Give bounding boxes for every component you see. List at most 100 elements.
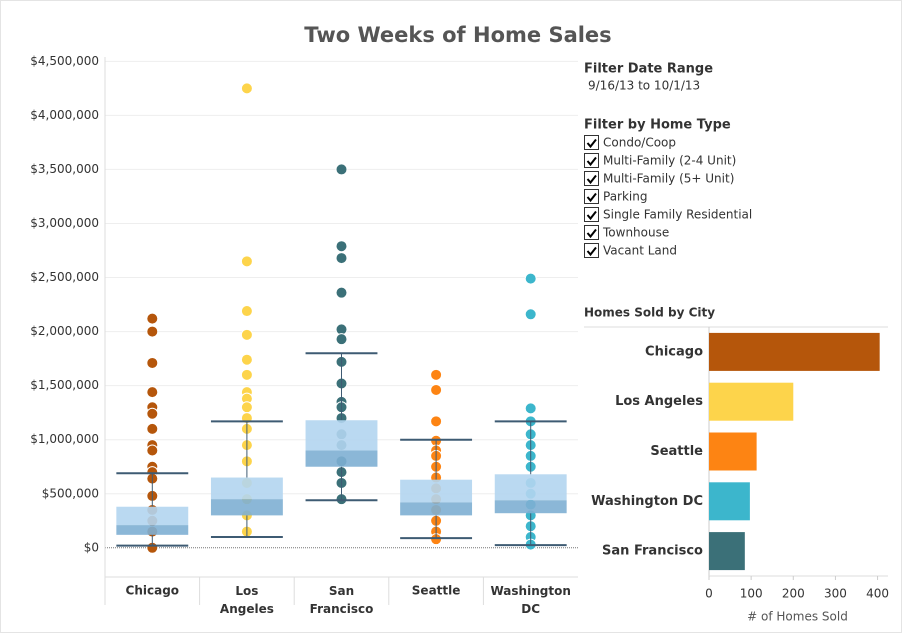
checkbox-box [584, 225, 599, 240]
checkbox-label: Parking [603, 190, 648, 204]
bar [709, 332, 880, 371]
point [430, 368, 443, 381]
point [335, 333, 348, 346]
checkbox-box [584, 135, 599, 150]
checkbox-label: Multi-Family (5+ Unit) [603, 172, 734, 186]
point [524, 308, 537, 321]
checkbox-box [584, 153, 599, 168]
checkbox-box [584, 243, 599, 258]
point [240, 305, 253, 318]
point [146, 386, 159, 399]
y-tick-label: $1,500,000 [30, 378, 99, 392]
x-tick-line: DC [521, 602, 540, 616]
point [240, 368, 253, 381]
x-tick-line: Los [235, 584, 258, 598]
box-lower [400, 502, 473, 516]
point [430, 415, 443, 428]
x-tick-label: 100 [740, 587, 763, 601]
x-tick-label: 300 [824, 587, 847, 601]
point [335, 163, 348, 176]
box-upper [400, 479, 473, 503]
filter-title: Filter by Home Type [584, 118, 731, 133]
checkmark [586, 174, 597, 185]
box-lower [116, 525, 189, 535]
point [240, 328, 253, 341]
x-tick-label: Washington DC [491, 584, 571, 616]
y-tick-label: $500,000 [42, 486, 99, 500]
y-tick-label: $4,500,000 [30, 54, 99, 68]
point [240, 82, 253, 95]
bar [709, 382, 794, 421]
chart-title: Homes Sold by City [584, 306, 715, 320]
checkbox-label: Multi-Family (2-4 Unit) [603, 154, 736, 168]
y-tick-label: $0 [84, 540, 99, 554]
y-tick-label: $4,000,000 [30, 108, 99, 122]
point [240, 255, 253, 268]
x-tick-label: 200 [782, 587, 805, 601]
checkbox-label: Vacant Land [603, 244, 677, 258]
x-axis-label: # of Homes Sold [747, 610, 848, 624]
point [335, 240, 348, 253]
x-tick-line: San [329, 584, 354, 598]
y-tick-label: $3,000,000 [30, 216, 99, 230]
checkmark [586, 246, 597, 257]
checkmark [586, 156, 597, 167]
checkmark [586, 192, 597, 203]
y-tick-label: $1,000,000 [30, 432, 99, 446]
checkmark [586, 138, 597, 149]
x-tick-label: San Francisco [310, 584, 374, 616]
point [146, 312, 159, 325]
checkmark [586, 210, 597, 221]
y-tick-label: Washington DC [591, 494, 703, 509]
box-lower [305, 450, 378, 467]
y-tick-label: $3,500,000 [30, 162, 99, 176]
bar [709, 432, 757, 471]
bar [709, 532, 745, 571]
x-tick-line: Francisco [310, 602, 374, 616]
checkbox-box [584, 189, 599, 204]
checkbox-label: Condo/Coop [603, 136, 676, 150]
point [146, 407, 159, 420]
box-upper [210, 477, 283, 500]
y-tick-label: San Francisco [602, 544, 703, 559]
checkbox-label: Townhouse [602, 226, 669, 240]
point [430, 383, 443, 396]
checkbox[interactable] [584, 243, 599, 258]
point [146, 444, 159, 457]
x-tick-line: Washington [491, 584, 571, 598]
checkbox[interactable] [584, 153, 599, 168]
checkbox[interactable] [584, 135, 599, 150]
box-lower [494, 500, 567, 514]
x-tick-label: 400 [866, 587, 889, 601]
box-upper [305, 420, 378, 451]
point [146, 422, 159, 435]
point [524, 402, 537, 415]
checkbox-label: Single Family Residential [603, 208, 752, 222]
y-tick-label: $2,500,000 [30, 270, 99, 284]
x-tick-label: Los Angeles [220, 584, 274, 616]
point [335, 252, 348, 265]
dashboard-title: Two Weeks of Home Sales [304, 23, 611, 47]
point [240, 401, 253, 414]
y-tick-label: Los Angeles [615, 394, 703, 409]
date-range: 9/16/13 to 10/1/13 [588, 79, 700, 93]
point [524, 272, 537, 285]
bar [709, 482, 750, 521]
y-tick-label: Chicago [645, 344, 703, 359]
x-tick-line: Angeles [220, 602, 274, 616]
point [146, 325, 159, 338]
point [146, 356, 159, 369]
y-tick-label: $2,000,000 [30, 324, 99, 338]
filter-title: Filter Date Range [584, 62, 713, 77]
checkbox-box [584, 171, 599, 186]
x-tick-label: Seattle [412, 584, 461, 598]
checkmark [586, 228, 597, 239]
checkbox-box [584, 207, 599, 222]
x-tick-label: 0 [705, 587, 713, 601]
checkbox[interactable] [584, 171, 599, 186]
point [240, 353, 253, 366]
checkbox[interactable] [584, 207, 599, 222]
checkbox[interactable] [584, 189, 599, 204]
checkbox[interactable] [584, 225, 599, 240]
